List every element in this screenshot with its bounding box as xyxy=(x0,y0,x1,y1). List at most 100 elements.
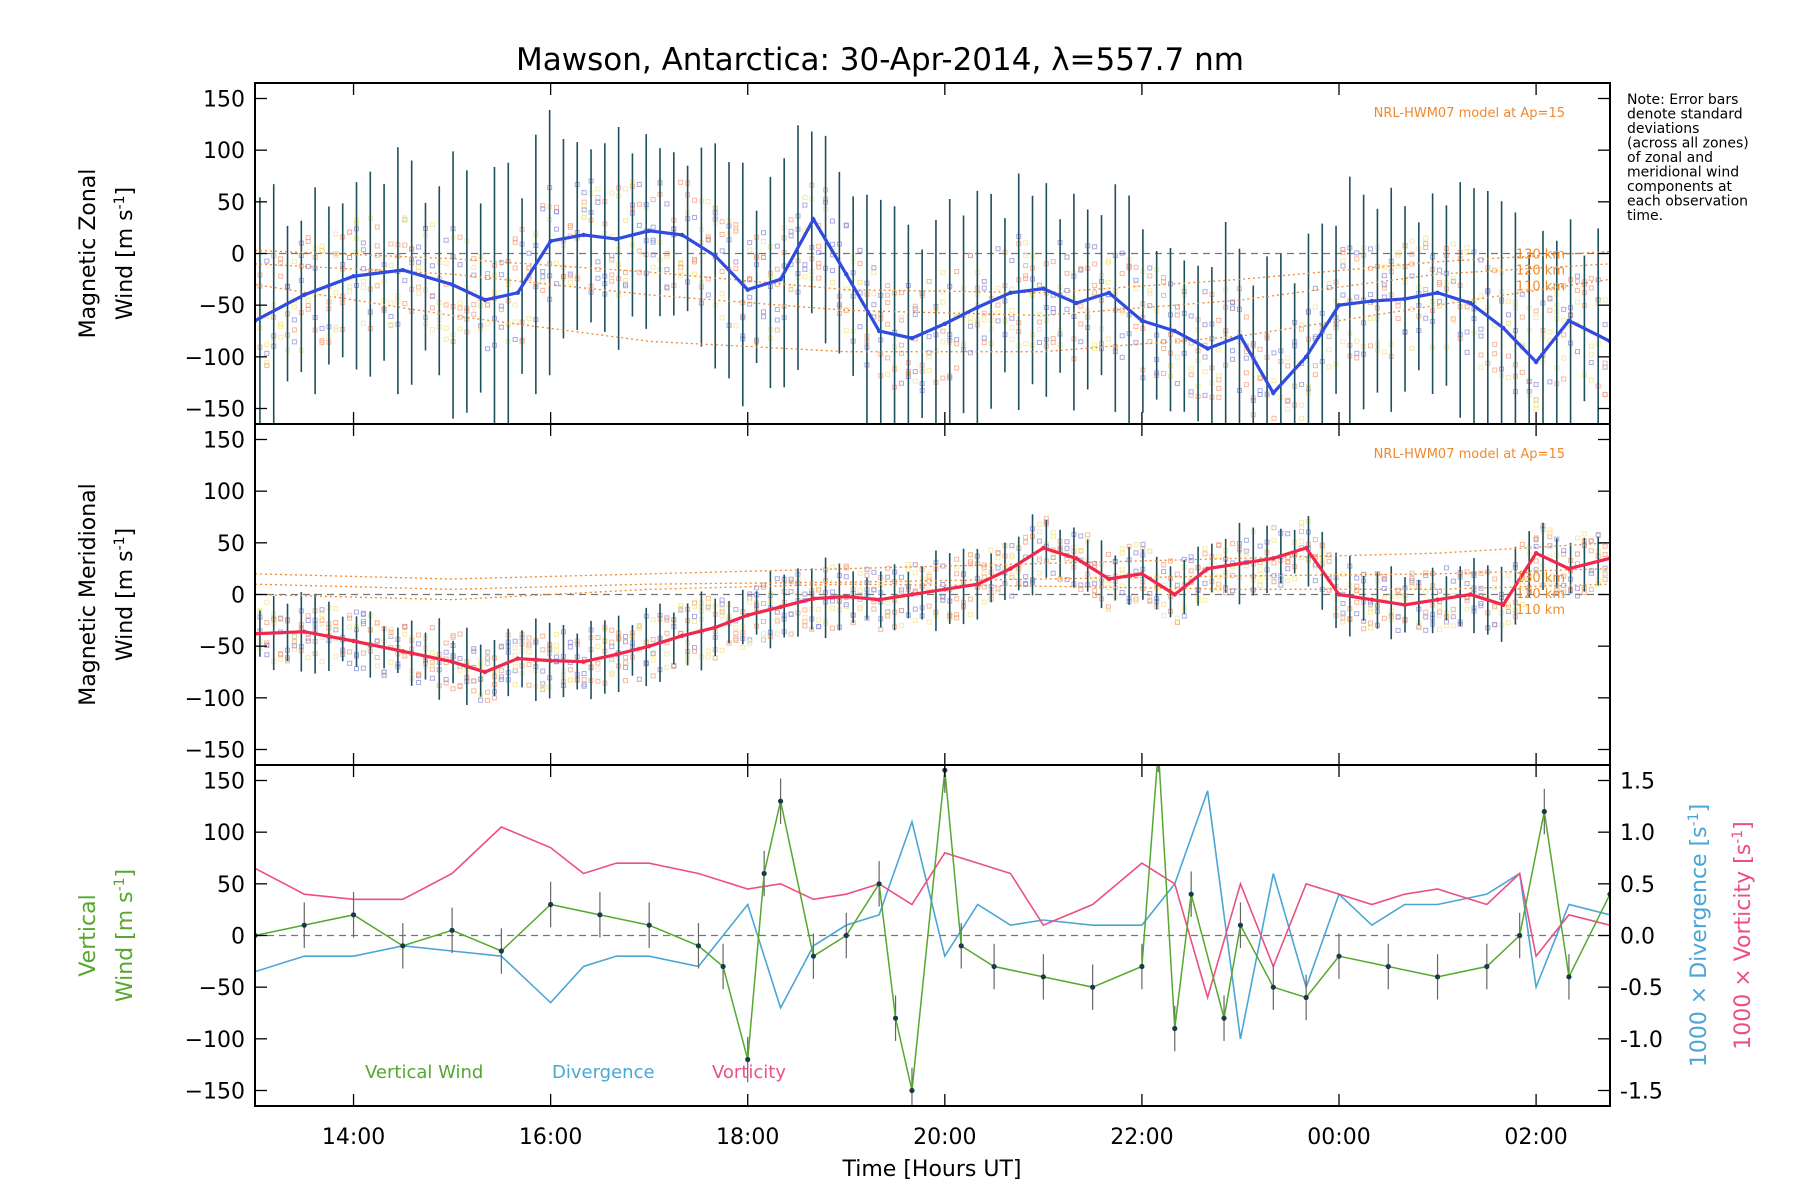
zone-point xyxy=(1202,322,1208,328)
zone-point xyxy=(1326,364,1332,370)
zone-point xyxy=(623,678,629,684)
zone-point xyxy=(1202,392,1208,398)
x-tick-label: 18:00 xyxy=(716,1125,779,1150)
zone-point xyxy=(636,624,642,630)
zone-point xyxy=(1354,250,1360,256)
zone-point xyxy=(1588,360,1594,366)
zone-point xyxy=(1395,627,1401,633)
data-point xyxy=(449,659,455,664)
vertical-wind-point xyxy=(1484,963,1490,970)
zone-point xyxy=(1299,538,1305,544)
zone-point xyxy=(1299,555,1305,561)
zone-point xyxy=(354,666,360,672)
zone-point xyxy=(278,321,284,327)
zone-point xyxy=(1443,622,1449,628)
zone-point xyxy=(1299,520,1305,526)
zone-point xyxy=(1588,377,1594,383)
zone-point xyxy=(1092,290,1098,296)
zone-point xyxy=(333,619,339,625)
zone-point xyxy=(1161,569,1167,575)
zone-point xyxy=(319,612,325,618)
zone-point xyxy=(450,686,456,692)
zone-point xyxy=(1216,347,1222,353)
zone-point xyxy=(567,279,573,285)
zone-point xyxy=(360,665,366,671)
zone-point xyxy=(1505,374,1511,380)
zone-point xyxy=(443,302,449,308)
zone-point xyxy=(512,236,518,242)
zone-point xyxy=(526,682,532,688)
zone-point xyxy=(1505,353,1511,359)
meridional-plot-area xyxy=(255,514,1610,705)
zone-point xyxy=(898,622,904,628)
zone-point xyxy=(1085,532,1091,538)
zone-point xyxy=(1161,275,1167,281)
zone-point xyxy=(1292,576,1298,582)
zone-point xyxy=(264,258,270,264)
zone-point xyxy=(954,365,960,371)
zone-point xyxy=(374,620,380,626)
data-point xyxy=(712,253,718,258)
y-tick-label: −100 xyxy=(185,1028,245,1053)
zone-point xyxy=(705,606,711,612)
zone-point xyxy=(1188,313,1194,319)
zone-point xyxy=(733,606,739,612)
zone-point xyxy=(360,610,366,616)
zone-point xyxy=(540,202,546,208)
y-tick-label: 50 xyxy=(217,532,245,557)
note-line: Note: Error bars xyxy=(1627,92,1738,108)
zone-point xyxy=(1202,580,1208,586)
zone-point xyxy=(623,283,629,289)
zone-point xyxy=(857,606,863,612)
zone-point xyxy=(1230,356,1236,362)
zone-point xyxy=(1368,605,1374,611)
zone-point xyxy=(512,265,518,271)
zone-point xyxy=(1519,314,1525,320)
zone-point xyxy=(1450,623,1456,629)
zone-point xyxy=(774,317,780,323)
zone-point xyxy=(264,342,270,348)
zone-point xyxy=(1354,611,1360,617)
y2-tick-label: -1.0 xyxy=(1620,1028,1663,1053)
y-tick-label: −100 xyxy=(185,687,245,712)
zone-point xyxy=(1450,278,1456,284)
zone-point xyxy=(1368,609,1374,615)
zone-point xyxy=(843,602,849,608)
zone-point xyxy=(554,226,560,232)
zone-point xyxy=(1147,290,1153,296)
vertical-wind-point xyxy=(1270,984,1276,990)
zone-point xyxy=(498,303,504,309)
model-line xyxy=(255,263,1610,317)
zone-point xyxy=(554,281,560,287)
data-point xyxy=(1205,566,1210,571)
zone-point xyxy=(1161,292,1167,298)
zone-point xyxy=(1174,304,1180,310)
legend-item: Vorticity xyxy=(712,1062,786,1083)
zone-point xyxy=(650,636,656,642)
zone-point xyxy=(526,265,532,271)
zone-point xyxy=(347,229,353,235)
data-point xyxy=(1271,556,1276,561)
zone-point xyxy=(871,270,877,276)
zone-point xyxy=(650,617,656,623)
zone-point xyxy=(1423,614,1429,620)
zone-point xyxy=(581,683,587,689)
zone-point xyxy=(1423,609,1429,615)
zone-point xyxy=(1574,349,1580,355)
zone-point xyxy=(1285,407,1291,413)
zone-point xyxy=(692,214,698,220)
zone-point xyxy=(1064,539,1070,545)
data-point xyxy=(548,658,553,663)
zone-point xyxy=(926,368,932,374)
zone-point xyxy=(719,601,725,607)
model-line xyxy=(255,249,1610,294)
zone-point xyxy=(1492,341,1498,347)
y-axis-label: Magnetic Meridional xyxy=(76,483,101,705)
zone-point xyxy=(788,631,794,637)
zone-point xyxy=(1340,292,1346,298)
zone-point xyxy=(1326,558,1332,564)
zone-point xyxy=(471,256,477,262)
zone-point xyxy=(1478,333,1484,339)
zone-point xyxy=(305,297,311,303)
